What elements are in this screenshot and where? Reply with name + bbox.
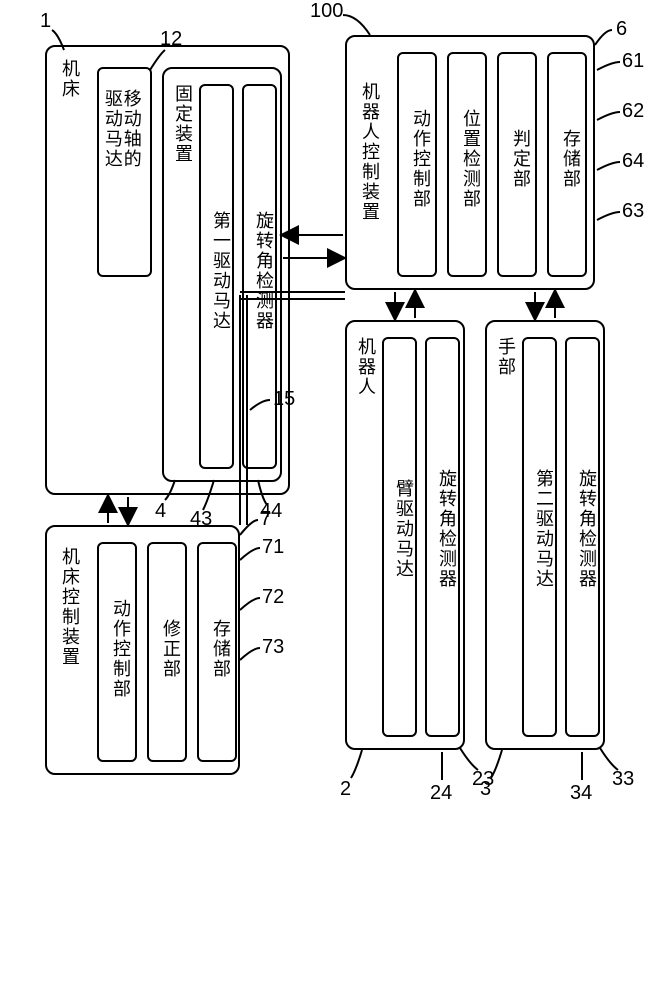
machine-tool-controller-title: 机床控制装置 (57, 547, 83, 667)
ref-12: 12 (160, 28, 182, 51)
hand-motor-label: 第二驱动马达 (531, 469, 557, 589)
ref-24: 24 (430, 782, 452, 805)
ref-72: 72 (262, 586, 284, 609)
hand-box: 手部 第二驱动马达 旋转角检测器 (485, 320, 605, 750)
machine-tool-box: 机床 移动轴的驱动马达 固定装置 第一驱动马达 旋转角检测器 (45, 45, 290, 495)
hand-detector-label: 旋转角检测器 (574, 469, 600, 589)
rc-part-1-label: 位置检测部 (458, 109, 484, 209)
robot-box: 机器人 臂驱动马达 旋转角检测器 (345, 320, 465, 750)
ref-15: 15 (273, 388, 295, 411)
machine-tool-controller-box: 机床控制装置 动作控制部 修正部 存储部 (45, 525, 240, 775)
rc-part-3-label: 存储部 (558, 129, 584, 189)
ref-4: 4 (155, 500, 166, 523)
robot-motor-box: 臂驱动马达 (382, 337, 417, 737)
ref-61: 61 (622, 50, 644, 73)
ref-64: 64 (622, 150, 644, 173)
ref-100: 100 (310, 0, 343, 23)
ref-34: 34 (570, 782, 592, 805)
ref-43: 43 (190, 508, 212, 531)
robot-detector-label: 旋转角检测器 (434, 469, 460, 589)
mtc-part-1-label: 修正部 (158, 619, 184, 679)
fixture-motor-box: 第一驱动马达 (199, 84, 234, 469)
robot-controller-box: 机器人控制装置 动作控制部 位置检测部 判定部 存储部 (345, 35, 595, 290)
mtc-part-1: 修正部 (147, 542, 187, 762)
fixture-box: 固定装置 第一驱动马达 旋转角检测器 (162, 67, 282, 482)
rc-part-2: 判定部 (497, 52, 537, 277)
hand-title: 手部 (493, 337, 519, 377)
fixture-title: 固定装置 (170, 84, 196, 164)
move-axis-motor-box: 移动轴的驱动马达 (97, 67, 152, 277)
robot-motor-label: 臂驱动马达 (391, 479, 417, 579)
ref-6: 6 (616, 18, 627, 41)
hand-detector-box: 旋转角检测器 (565, 337, 600, 737)
mtc-part-0-label: 动作控制部 (108, 599, 134, 699)
rc-part-3: 存储部 (547, 52, 587, 277)
mtc-part-2: 存储部 (197, 542, 237, 762)
ref-44: 44 (260, 500, 282, 523)
ref-3: 3 (480, 778, 491, 801)
ref-62: 62 (622, 100, 644, 123)
move-axis-motor-label: 移动轴的驱动马达 (103, 89, 141, 169)
ref-71: 71 (262, 536, 284, 559)
machine-tool-title: 机床 (57, 59, 83, 99)
mtc-part-2-label: 存储部 (208, 619, 234, 679)
robot-title: 机器人 (353, 337, 379, 397)
ref-33: 33 (612, 768, 634, 791)
fixture-detector-box: 旋转角检测器 (242, 84, 277, 469)
fixture-motor-label: 第一驱动马达 (208, 211, 234, 331)
robot-controller-title: 机器人控制装置 (357, 82, 383, 222)
rc-part-0-label: 动作控制部 (408, 109, 434, 209)
rc-part-1: 位置检测部 (447, 52, 487, 277)
ref-73: 73 (262, 636, 284, 659)
robot-detector-box: 旋转角检测器 (425, 337, 460, 737)
ref-2: 2 (340, 778, 351, 801)
rc-part-0: 动作控制部 (397, 52, 437, 277)
ref-63: 63 (622, 200, 644, 223)
ref-1: 1 (40, 10, 51, 33)
rc-part-2-label: 判定部 (508, 129, 534, 189)
hand-motor-box: 第二驱动马达 (522, 337, 557, 737)
mtc-part-0: 动作控制部 (97, 542, 137, 762)
fixture-detector-label: 旋转角检测器 (251, 211, 277, 331)
